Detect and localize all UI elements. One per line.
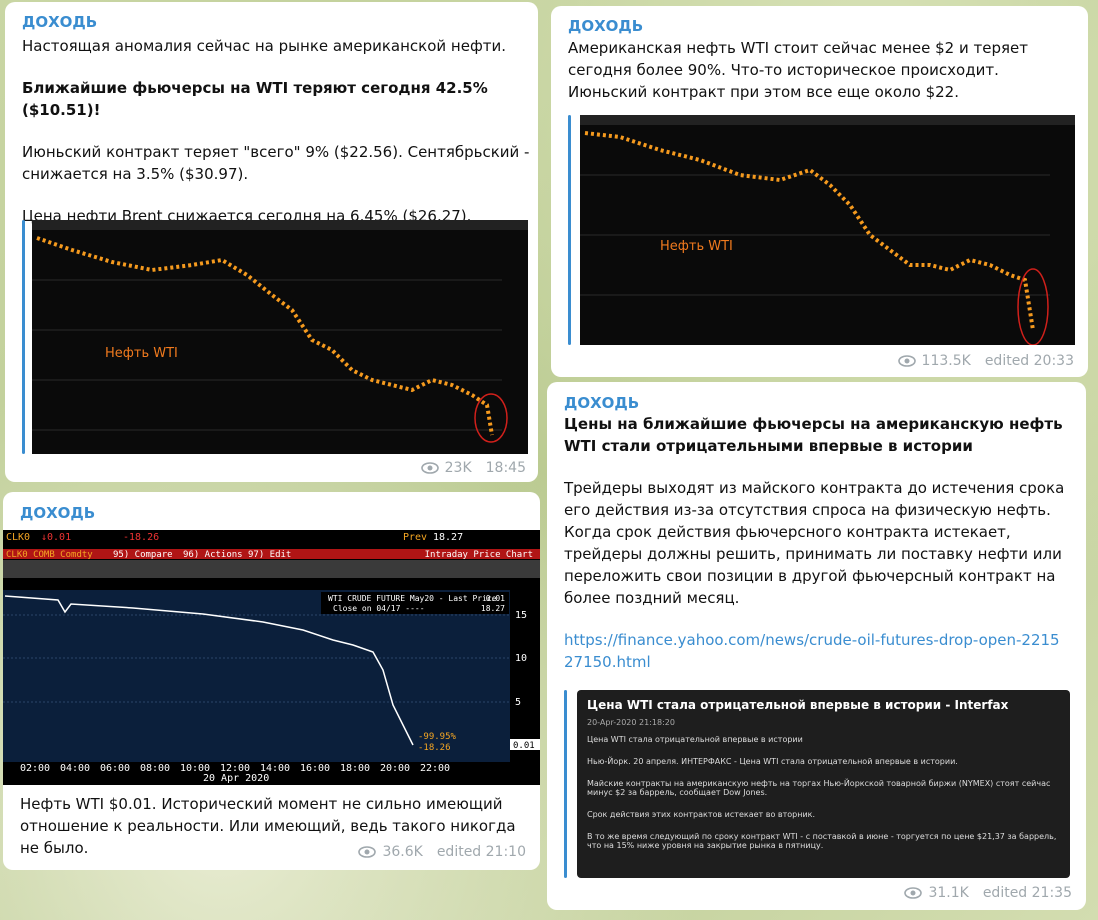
- preview-paragraph: Цена WTI стала отрицательной впервые в и…: [587, 735, 803, 744]
- message-footer: 113.5K edited 20:33: [897, 353, 1074, 369]
- x-tick-label: 20:00: [380, 763, 410, 774]
- x-tick-label: 04:00: [60, 763, 90, 774]
- x-tick-label: 06:00: [100, 763, 130, 774]
- change: -18.26: [123, 532, 159, 543]
- link[interactable]: https://finance.yahoo.com/news/crude-oil…: [564, 631, 1060, 671]
- message: ДОХОДЬ Американская нефть WTI стоит сейч…: [551, 6, 1088, 377]
- preview-paragraph: Нью-Йорк. 20 апреля. ИНТЕРФАКС - Цена WT…: [587, 757, 958, 766]
- chart-image: Нефть WTI: [580, 115, 1075, 345]
- channel: ДОХОДЬ: [20, 504, 96, 522]
- panel-title: Intraday Price Chart: [425, 550, 533, 560]
- image-label: Нефть WTI: [105, 346, 178, 361]
- prev: 18.27: [433, 532, 463, 543]
- x-tick-label: 22:00: [420, 763, 450, 774]
- paragraph: Нефть WTI $0.01. Исторический момент не …: [20, 795, 516, 857]
- y-tick-label: 15: [515, 610, 527, 621]
- button[interactable]: 95) Compare: [113, 550, 173, 560]
- message: ДОХОДЬ CLK0 ↓0.01 -18.26 Prev 18.27 CLK0…: [3, 492, 540, 870]
- quote-bar: [568, 115, 571, 345]
- quote-bar: [22, 220, 25, 454]
- x-tick-label: 08:00: [140, 763, 170, 774]
- paragraph: Американская нефть WTI стоит сейчас мене…: [568, 39, 1028, 101]
- image-label: Нефть WTI: [660, 239, 733, 254]
- close-label: Close on 04/17 ----: [333, 604, 425, 613]
- message: ДОХОДЬ Цены на ближайшие фьючерсы на аме…: [547, 382, 1086, 910]
- link-preview[interactable]: Цена WTI стала отрицательной впервые в и…: [577, 690, 1070, 878]
- views: 36.6K: [382, 844, 423, 860]
- preview-paragraph: В то же время следующий по сроку контрак…: [587, 832, 1057, 850]
- views-icon: [904, 887, 923, 899]
- paragraph: Настоящая аномалия сейчас на рынке амери…: [22, 37, 507, 55]
- message-footer: 23K 18:45: [420, 460, 526, 476]
- message: ДОХОДЬ Настоящая аномалия сейчас на рынк…: [5, 2, 538, 482]
- close-value: 18.27: [481, 604, 505, 613]
- paragraph: Июньский контракт теряет "всего" 9% ($22…: [22, 143, 530, 183]
- pct: -99.95%: [418, 732, 457, 742]
- views-icon: [897, 355, 916, 367]
- preview-title: Цена WTI стала отрицательной впервые в и…: [587, 698, 1009, 712]
- date: 20 Apr 2020: [203, 773, 269, 784]
- x-tick-label: 12:00: [220, 763, 250, 774]
- chart-image: Нефть WTI: [32, 220, 528, 454]
- message-footer: 31.1K edited 21:35: [904, 885, 1072, 901]
- ticker: CLK0: [6, 532, 30, 543]
- views-icon: [420, 462, 439, 474]
- headline: Цены на ближайшие фьючерсы на американск…: [564, 415, 1063, 455]
- x-tick-label: 10:00: [180, 763, 210, 774]
- y-tick-label: 10: [515, 653, 527, 664]
- x-tick-label: 18:00: [340, 763, 370, 774]
- preview-paragraph: Майские контракты на американскую нефть …: [587, 779, 1051, 797]
- paragraph: Ближайшие фьючерсы на WTI теряют сегодня…: [22, 79, 488, 119]
- message-text: Цены на ближайшие фьючерсы на американск…: [564, 413, 1069, 693]
- x-tick-label: 02:00: [20, 763, 50, 774]
- last-tag: 0.01: [513, 741, 535, 751]
- message-text: Нефть WTI $0.01. Исторический момент не …: [20, 793, 525, 879]
- legend-value: 0.01: [486, 594, 505, 603]
- button[interactable]: 96) Actions: [183, 550, 243, 560]
- last: ↓0.01: [41, 532, 71, 543]
- time: edited 20:33: [984, 353, 1074, 369]
- paragraph: Трейдеры выходят из майского контракта д…: [564, 479, 1065, 607]
- time: edited 21:10: [436, 844, 526, 860]
- views: 23K: [444, 460, 472, 476]
- time: edited 21:35: [982, 885, 1072, 901]
- time: 18:45: [485, 460, 526, 476]
- preview-paragraph: Срок действия этих контрактов истекает в…: [587, 810, 816, 819]
- channel: ДОХОДЬ: [22, 13, 98, 31]
- x-tick-label: 16:00: [300, 763, 330, 774]
- quote-bar: [564, 690, 567, 878]
- preview-date: 20-Apr-2020 21:18:20: [587, 718, 675, 727]
- channel: ДОХОДЬ: [568, 17, 644, 35]
- views-icon: [358, 846, 377, 858]
- y-tick-label: 5: [515, 697, 521, 708]
- prev-label: Prev: [403, 532, 427, 543]
- button[interactable]: 97) Edit: [248, 550, 291, 560]
- message-text: Настоящая аномалия сейчас на рынке амери…: [22, 35, 532, 247]
- diff: -18.26: [418, 743, 451, 753]
- views: 31.1K: [928, 885, 969, 901]
- security: CLK0 COMB Comdty: [6, 550, 93, 560]
- legend: WTI CRUDE FUTURE May20 - Last Price: [328, 594, 497, 603]
- x-tick-label: 14:00: [260, 763, 290, 774]
- channel: ДОХОДЬ: [564, 394, 640, 412]
- terminal-image: CLK0 ↓0.01 -18.26 Prev 18.27 CLK0 COMB C…: [3, 530, 540, 785]
- message-text: Американская нефть WTI стоит сейчас мене…: [568, 37, 1073, 123]
- views: 113.5K: [921, 353, 971, 369]
- message-footer: 36.6K edited 21:10: [358, 844, 526, 860]
